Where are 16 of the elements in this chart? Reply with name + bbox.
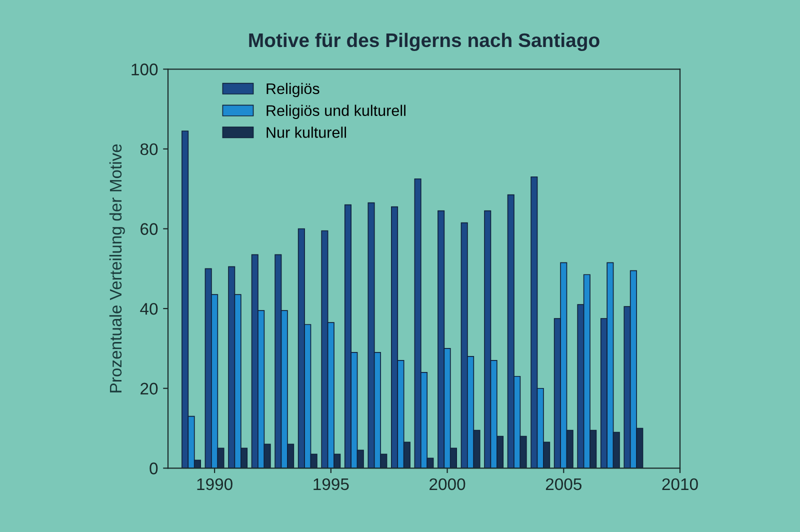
x-tick-label: 1990 [197, 478, 232, 490]
legend-label: Religiös und kulturell [266, 104, 406, 120]
y-tick-label: 60 [140, 223, 158, 235]
x-tick-label: 2010 [662, 478, 698, 490]
x-tick-label: 2005 [546, 478, 582, 490]
y-tick-label: 100 [132, 64, 158, 76]
y-tick-label: 0 [150, 462, 158, 474]
legend-label: Religiös [266, 82, 320, 98]
y-tick-label: 20 [140, 382, 158, 395]
legend-label: Nur kulturell [266, 126, 346, 138]
x-tick-label: 2000 [430, 478, 466, 490]
y-axis-title: Prozentuale Verteilung der Motive [109, 144, 125, 392]
y-tick-label: 80 [140, 143, 158, 156]
chart-title: Motive für des Pilgerns nach Santiago [249, 32, 600, 52]
y-tick-label: 40 [140, 302, 158, 315]
x-tick-label: 1995 [314, 478, 349, 490]
